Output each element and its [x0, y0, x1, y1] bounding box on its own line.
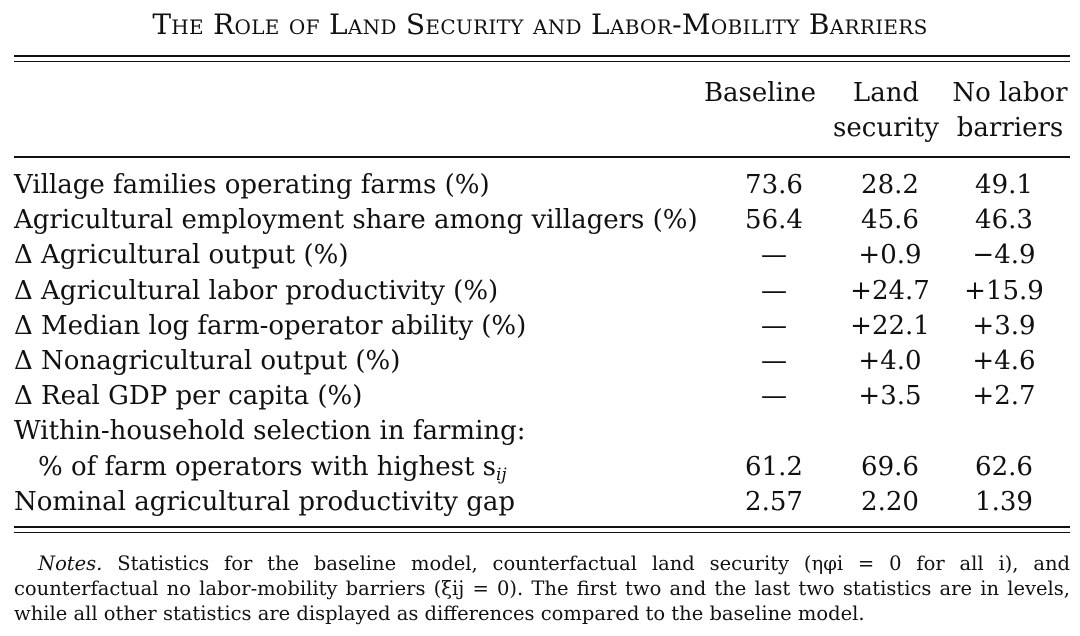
row-label: % of farm operators with highest sij — [38, 450, 507, 485]
row-label: Δ Median log farm-operator ability (%) — [14, 309, 526, 344]
cell-no-labor-barriers: 62.6 — [975, 451, 1033, 482]
row-label: Agricultural employment share among vill… — [14, 203, 698, 238]
header-no-labor-barriers-line1: No labor — [952, 78, 1068, 108]
cell-baseline: — — [761, 381, 787, 412]
row-label: Within-household selection in farming: — [14, 414, 526, 449]
row-label-text: Nominal agricultural productivity gap — [14, 486, 516, 517]
row-label-text: Δ Real GDP per capita (%) — [14, 381, 363, 412]
table-row: % of farm operators with highest sij 61.2… — [14, 450, 1070, 485]
cell-land-security: +0.9 — [858, 240, 922, 271]
table-row: Δ Agricultural labor productivity (%) — +2… — [14, 274, 1070, 309]
cell-baseline: 73.6 — [745, 170, 803, 200]
cell-baseline: 2.57 — [745, 486, 803, 517]
notes-text: Statistics for the baseline model, count… — [14, 552, 1070, 625]
cell-no-labor-barriers: −4.9 — [972, 240, 1036, 271]
cell-land-security: 45.6 — [861, 205, 919, 236]
table-row: Δ Real GDP per capita (%) — +3.5 +2.7 — [14, 379, 1070, 414]
row-label: Nominal agricultural productivity gap — [14, 485, 515, 520]
cell-no-labor-barriers: 46.3 — [975, 205, 1033, 236]
header-no-labor-barriers-line2: barriers — [956, 113, 1064, 143]
table-row: Agricultural employment share among vill… — [14, 203, 1070, 238]
row-label-text: % of farm operators with highest s — [38, 451, 496, 482]
cell-baseline: — — [761, 346, 787, 376]
row-label-subscript: ij — [496, 464, 507, 485]
header-no-labor-barriers: No labor barriers — [940, 76, 1080, 146]
bottom-rule — [14, 526, 1070, 528]
table-row: Δ Nonagricultural output (%) — +4.0 +4.6 — [14, 344, 1070, 379]
cell-no-labor-barriers: 49.1 — [975, 170, 1033, 200]
row-label-text: Δ Agricultural labor productivity (%) — [14, 275, 499, 306]
row-label-text: Village families operating farms (%) — [14, 170, 490, 200]
cell-land-security: 28.2 — [861, 170, 919, 200]
header-rule — [14, 156, 1070, 158]
bottom-rule-second — [14, 532, 1070, 533]
cell-land-security: 69.6 — [861, 451, 919, 482]
cell-baseline: — — [761, 275, 787, 306]
table-row: Nominal agricultural productivity gap 2.5… — [14, 485, 1070, 520]
table-title: The Role of Land Security and Labor-Mobi… — [152, 8, 928, 41]
table-row: Δ Median log farm-operator ability (%) — +… — [14, 309, 1070, 344]
row-label-text: Δ Nonagricultural output (%) — [14, 346, 401, 376]
top-rule-second — [14, 61, 1070, 62]
row-label-text: Δ Agricultural output (%) — [14, 240, 349, 271]
header-land-security: Land security — [816, 76, 956, 146]
row-label: Δ Nonagricultural output (%) — [14, 344, 400, 379]
cell-baseline: — — [761, 310, 787, 341]
header-baseline: Baseline — [690, 76, 830, 111]
cell-no-labor-barriers: +3.9 — [972, 310, 1036, 341]
cell-baseline: 61.2 — [745, 451, 803, 482]
cell-no-labor-barriers: 1.39 — [975, 486, 1033, 517]
row-label-text: Within-household selection in farming: — [14, 416, 526, 447]
cell-baseline: 56.4 — [745, 205, 803, 236]
cell-land-security: +4.0 — [858, 346, 922, 376]
cell-land-security: +22.1 — [850, 310, 930, 341]
top-rule — [14, 55, 1070, 57]
row-label: Δ Agricultural output (%) — [14, 238, 348, 273]
row-label-text: Agricultural employment share among vill… — [14, 205, 698, 236]
cell-no-labor-barriers: +4.6 — [972, 346, 1036, 376]
table-row: Within-household selection in farming: — [14, 414, 1070, 449]
row-label-text: Δ Median log farm-operator ability (%) — [14, 310, 527, 341]
row-label: Village families operating farms (%) — [14, 168, 490, 203]
header-land-security-line1: Land — [852, 78, 920, 108]
header-land-security-line2: security — [833, 113, 939, 143]
row-label: Δ Real GDP per capita (%) — [14, 379, 362, 414]
row-label: Δ Agricultural labor productivity (%) — [14, 274, 498, 309]
cell-no-labor-barriers: +2.7 — [972, 381, 1036, 412]
header-baseline-line1: Baseline — [703, 78, 817, 108]
cell-land-security: +24.7 — [850, 275, 930, 306]
table-row: Δ Agricultural output (%) — +0.9 −4.9 — [14, 238, 1070, 273]
cell-land-security: 2.20 — [861, 486, 919, 517]
table-row: Village families operating farms (%) 73.6… — [14, 168, 1070, 203]
cell-land-security: +3.5 — [858, 381, 922, 412]
table-notes: Notes. Statistics for the baseline model… — [14, 551, 1070, 626]
cell-baseline: — — [761, 240, 787, 271]
notes-lead: Notes. — [38, 552, 103, 575]
cell-no-labor-barriers: +15.9 — [964, 275, 1044, 306]
